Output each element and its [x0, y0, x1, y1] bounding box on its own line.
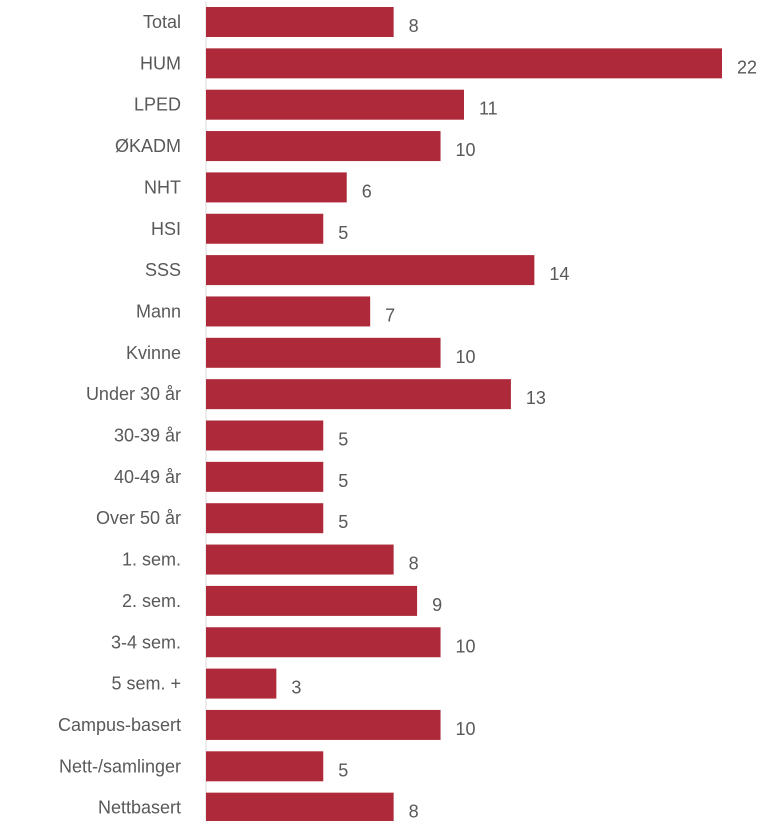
category-label: Total: [143, 12, 181, 32]
data-label: 10: [456, 140, 476, 160]
bar: [206, 585, 418, 616]
category-label: Campus-basert: [58, 715, 181, 735]
category-label: 5 sem. +: [111, 674, 181, 694]
data-label: 9: [432, 595, 442, 615]
bar: [206, 296, 371, 327]
bar: [206, 709, 441, 740]
bar: [206, 503, 324, 534]
bars-group: [206, 7, 722, 823]
category-label: Nett-/samlinger: [59, 756, 181, 776]
bar: [206, 337, 441, 368]
bar: [206, 668, 277, 699]
data-label: 7: [385, 305, 395, 325]
category-label: Kvinne: [126, 343, 181, 363]
category-label: Under 30 år: [86, 384, 181, 404]
category-label: ØKADM: [115, 136, 181, 156]
data-label: 8: [409, 802, 419, 821]
bar: [206, 792, 394, 823]
category-label: 30-39 år: [114, 426, 181, 446]
data-label: 5: [338, 760, 348, 780]
data-label: 8: [409, 16, 419, 36]
category-label: Nettbasert: [98, 798, 181, 818]
category-label: HSI: [151, 219, 181, 239]
category-label: NHT: [144, 177, 181, 197]
data-label: 5: [338, 471, 348, 491]
data-label: 22: [737, 57, 757, 77]
data-label: 10: [456, 719, 476, 739]
bar: [206, 131, 441, 162]
category-label: Mann: [136, 301, 181, 321]
category-label: 2. sem.: [122, 591, 181, 611]
category-label: 1. sem.: [122, 550, 181, 570]
bar: [206, 627, 441, 658]
bar: [206, 751, 324, 782]
bar: [206, 379, 511, 410]
data-label: 10: [456, 347, 476, 367]
bar: [206, 420, 324, 451]
data-label: 5: [338, 430, 348, 450]
bar: [206, 255, 535, 286]
category-label: LPED: [134, 95, 181, 115]
value-labels-group: 8 22 11 10 6 5 14 7 10 13 5 5 5 8 9 10 3 10 5 8: [291, 16, 757, 822]
category-label: 40-49 år: [114, 467, 181, 487]
bar: [206, 172, 347, 203]
data-label: 6: [362, 181, 372, 201]
data-label: 3: [291, 678, 301, 698]
data-label: 10: [456, 636, 476, 656]
bar: [206, 48, 722, 79]
bar: [206, 213, 324, 244]
category-labels-group: Total HUM LPED ØKADM NHT HSI SSS Mann Kvinne Unde…: [58, 12, 181, 818]
bar: [206, 89, 464, 120]
data-label: 8: [409, 554, 419, 574]
category-label: SSS: [145, 260, 181, 280]
data-label: 11: [479, 99, 498, 119]
bar: [206, 544, 394, 575]
category-label: 3-4 sem.: [111, 632, 181, 652]
bar: [206, 7, 394, 37]
category-label: HUM: [140, 53, 181, 73]
bar: [206, 461, 324, 492]
data-label: 5: [338, 223, 348, 243]
data-label: 13: [526, 388, 546, 408]
data-label: 5: [338, 512, 348, 532]
category-label: Over 50 år: [96, 508, 181, 528]
data-label: 14: [549, 264, 569, 284]
